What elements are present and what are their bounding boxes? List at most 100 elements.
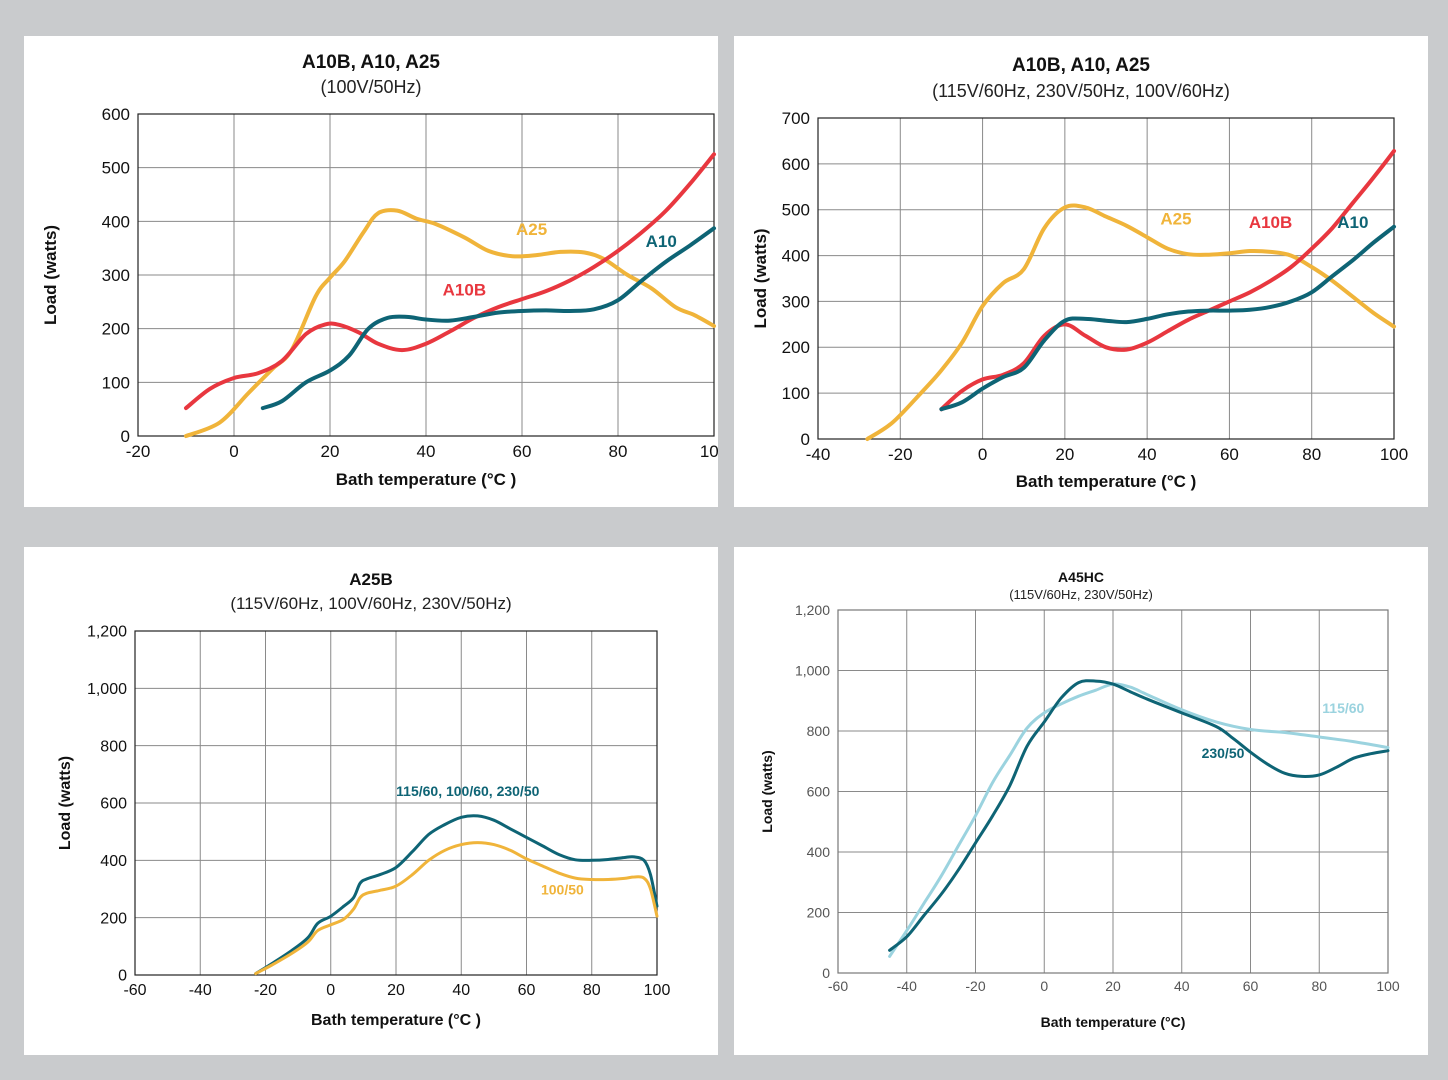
x-tick-label: -60	[828, 978, 848, 994]
series-label: A25	[516, 220, 547, 239]
series-line-115-60	[888, 682, 1390, 958]
x-tick-label: -60	[123, 982, 146, 999]
series-label: 115/60	[1322, 700, 1364, 716]
y-tick-label: 100	[782, 384, 810, 403]
y-tick-label: 0	[121, 427, 130, 446]
y-tick-label: 800	[100, 738, 127, 755]
chart-panel-a25b: A25B (115V/60Hz, 100V/60Hz, 230V/50Hz) -…	[24, 547, 718, 1055]
x-tick-label: 80	[609, 442, 628, 461]
y-tick-label: 600	[807, 783, 831, 799]
x-axis-label: Bath temperature (°C )	[1016, 472, 1197, 491]
x-tick-label: 60	[1220, 445, 1239, 464]
x-tick-label: 60	[513, 442, 532, 461]
series-label: A10	[1337, 213, 1368, 232]
series-line-a10b	[939, 149, 1396, 412]
y-tick-label: 400	[102, 212, 130, 231]
x-tick-label: 20	[387, 982, 405, 999]
x-tick-label: 40	[1174, 978, 1190, 994]
x-axis-label: Bath temperature (°C )	[311, 1012, 481, 1029]
x-tick-label: 20	[321, 442, 340, 461]
series-line-a10	[939, 224, 1396, 412]
chart-svg: -60 -40 -20 0 20 40 60 80 100 0 200 400 600 800 1,000 1…	[57, 624, 671, 1029]
y-tick-label: 200	[782, 338, 810, 357]
y-tick-label: 400	[100, 853, 127, 870]
chart-panel-a10b-multi: A10B, A10, A25 (115V/60Hz, 230V/50Hz, 10…	[734, 36, 1428, 507]
series-line-a10	[260, 226, 716, 411]
series-line-230-50	[888, 679, 1390, 952]
y-tick-label: 0	[822, 965, 830, 981]
chart-panel-a45hc: A45HC (115V/60Hz, 230V/50Hz) -60 -40 -20 0 2…	[734, 547, 1428, 1055]
y-tick-label: 300	[782, 292, 810, 311]
grid	[837, 609, 1389, 974]
x-axis-label: Bath temperature (°C)	[1041, 1014, 1186, 1030]
x-tick-label: -40	[189, 982, 212, 999]
series-label: 230/50	[1202, 745, 1245, 761]
x-tick-label: 40	[1138, 445, 1157, 464]
y-tick-label: 200	[100, 910, 127, 927]
plot-frame	[134, 630, 658, 976]
series-label: A10B	[443, 280, 486, 299]
plot-frame	[837, 609, 1389, 974]
x-tick-label: -40	[897, 978, 917, 994]
x-tick-label: 80	[1311, 978, 1327, 994]
x-tick-label: 20	[1105, 978, 1121, 994]
x-tick-label: -20	[126, 442, 151, 461]
x-tick-label: 80	[1302, 445, 1321, 464]
x-tick-label: 0	[1040, 978, 1048, 994]
x-tick-label: 0	[326, 982, 335, 999]
chart-svg: -200204060801000100200300400500600Bath t…	[41, 105, 718, 489]
series-line-a10b	[184, 152, 716, 411]
chart-title: A10B, A10, A25	[302, 52, 440, 73]
series-label: A10	[646, 232, 677, 251]
y-axis-label: Load (watts)	[751, 228, 770, 328]
y-tick-label: 500	[782, 201, 810, 220]
chart-panel-a10b-100v: A10B, A10, A25 (100V/50Hz) -20 0 20 40 60 80 1…	[24, 36, 718, 507]
y-axis-label: Load (watts)	[759, 750, 775, 832]
series-line-115-60-100-60-230-50	[254, 814, 659, 976]
x-tick-label: 100	[644, 982, 671, 999]
x-tick-label: 100	[1380, 445, 1408, 464]
y-tick-label: 0	[801, 430, 810, 449]
series-label: 100/50	[541, 882, 584, 898]
y-tick-label: 600	[782, 155, 810, 174]
y-tick-label: 1,000	[795, 662, 830, 678]
series-label: A10B	[1249, 213, 1292, 232]
x-tick-label: 100	[1376, 978, 1400, 994]
series-label: 115/60, 100/60, 230/50	[396, 783, 539, 799]
y-tick-label: 1,000	[87, 681, 127, 698]
grid	[817, 117, 1395, 440]
y-tick-label: 800	[807, 723, 831, 739]
y-tick-label: 600	[100, 796, 127, 813]
series-line-a25	[184, 208, 716, 438]
x-tick-label: -40	[806, 445, 831, 464]
chart-subtitle: (115V/60Hz, 230V/50Hz, 100V/60Hz)	[932, 81, 1230, 101]
y-tick-label: 200	[807, 904, 831, 920]
chart-title: A45HC	[1058, 569, 1104, 585]
x-tick-label: 40	[452, 982, 470, 999]
plot-frame	[137, 113, 715, 437]
y-tick-label: 0	[118, 968, 127, 985]
x-tick-label: 0	[229, 442, 238, 461]
series-label: A25	[1160, 209, 1191, 228]
x-axis-label: Bath temperature (°C )	[336, 470, 517, 489]
y-tick-label: 1,200	[87, 624, 127, 641]
x-tick-label: 80	[583, 982, 601, 999]
y-tick-label: 1,200	[795, 602, 830, 618]
y-tick-label: 400	[807, 844, 831, 860]
chart-title: A10B, A10, A25	[1012, 55, 1150, 76]
y-tick-label: 500	[102, 159, 130, 178]
y-tick-label: 100	[102, 373, 130, 392]
y-tick-label: 700	[782, 109, 810, 128]
series-line-100-50	[254, 841, 659, 976]
x-tick-label: -20	[888, 445, 913, 464]
chart-subtitle: (100V/50Hz)	[320, 77, 422, 97]
x-tick-label: 60	[1243, 978, 1259, 994]
y-tick-label: 300	[102, 266, 130, 285]
x-tick-label: 100	[700, 442, 718, 461]
x-tick-label: 0	[978, 445, 987, 464]
plot-frame	[817, 117, 1395, 440]
chart-subtitle: (115V/60Hz, 230V/50Hz)	[1009, 587, 1153, 602]
chart-subtitle: (115V/60Hz, 100V/60Hz, 230V/50Hz)	[230, 594, 512, 613]
y-tick-label: 400	[782, 247, 810, 266]
y-tick-label: 200	[102, 320, 130, 339]
